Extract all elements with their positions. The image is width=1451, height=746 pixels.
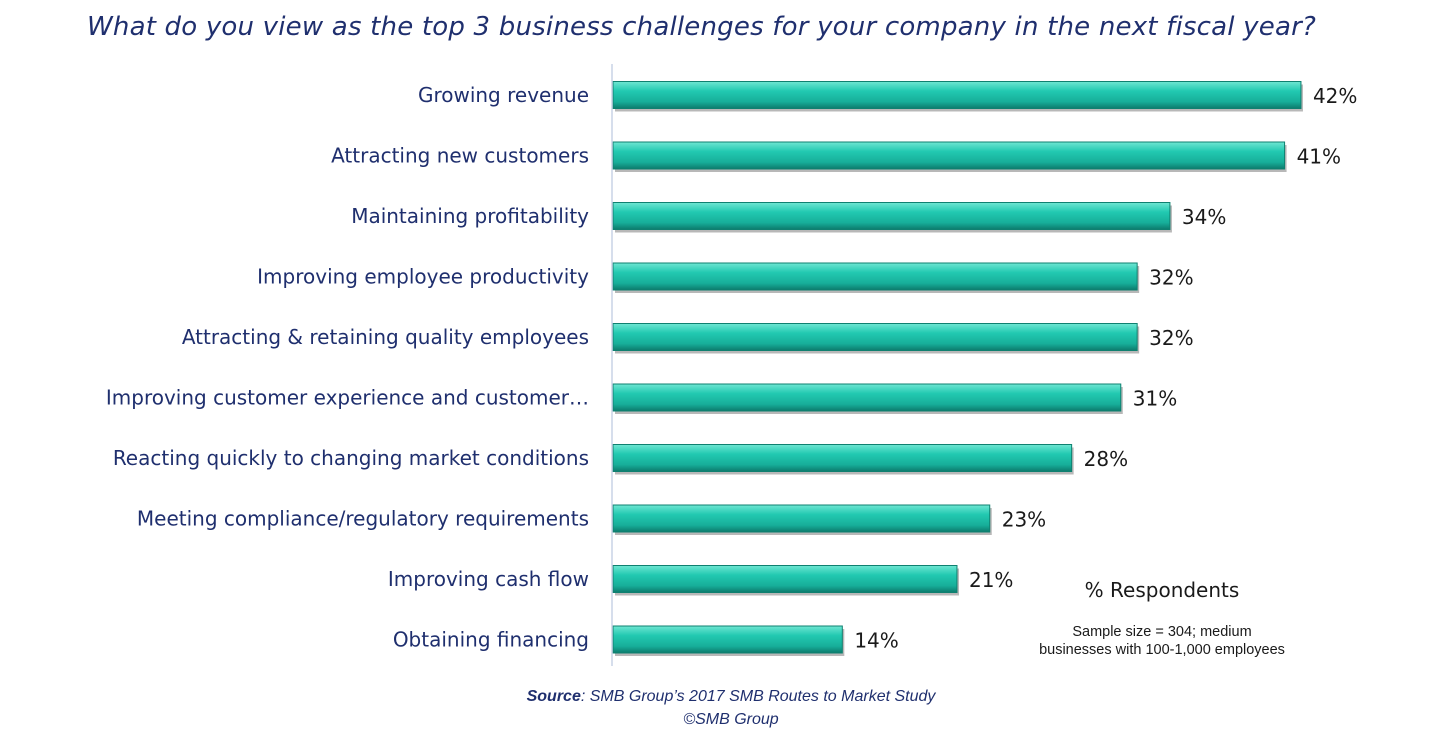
data-label: 21% [969, 568, 1013, 592]
sample-note-line-2: businesses with 100-1,000 employees [1039, 642, 1285, 658]
data-label: 32% [1149, 326, 1193, 350]
data-label: 34% [1182, 205, 1226, 229]
data-label: 31% [1133, 387, 1177, 411]
bar [612, 141, 1286, 170]
category-label: Attracting new customers [331, 144, 589, 168]
sample-size-note: Sample size = 304; medium businesses wit… [1012, 623, 1312, 659]
category-label: Growing revenue [418, 83, 589, 107]
bars-layer: Growing revenue 42% Attracting new custome… [106, 81, 1357, 656]
bar [612, 625, 843, 654]
category-label: Improving cash flow [388, 567, 589, 591]
bar [612, 383, 1122, 412]
category-label: Meeting compliance/regulatory requiremen… [137, 507, 589, 531]
data-label: 42% [1313, 84, 1357, 108]
category-label: Improving customer experience and custom… [106, 386, 589, 410]
data-label: 28% [1084, 447, 1128, 471]
category-label: Reacting quickly to changing market cond… [113, 446, 589, 470]
data-label: 14% [854, 629, 898, 653]
category-label: Obtaining financing [393, 628, 589, 652]
category-label: Attracting & retaining quality employees [182, 325, 589, 349]
bar [612, 81, 1302, 109]
chart-title: What do you view as the top 3 business c… [86, 12, 1316, 42]
source-text: : SMB Group’s 2017 SMB Routes to Market … [580, 688, 936, 705]
data-label: 32% [1149, 266, 1193, 290]
category-label: Improving employee productivity [257, 265, 589, 289]
category-label: Maintaining profitability [351, 204, 589, 228]
bar [612, 323, 1138, 351]
bar [612, 444, 1073, 472]
source-line: Source: SMB Group’s 2017 SMB Routes to M… [0, 688, 1451, 706]
bar [612, 565, 958, 593]
data-label: 23% [1002, 508, 1046, 532]
sample-note-line-1: Sample size = 304; medium [1072, 624, 1252, 640]
bar [612, 202, 1171, 230]
copyright: ©SMB Group [683, 711, 779, 728]
source-label: Source [526, 688, 581, 705]
bar [612, 262, 1138, 291]
x-axis-label: % Respondents [1084, 578, 1240, 602]
data-label: 41% [1297, 145, 1341, 169]
bar [612, 504, 991, 533]
